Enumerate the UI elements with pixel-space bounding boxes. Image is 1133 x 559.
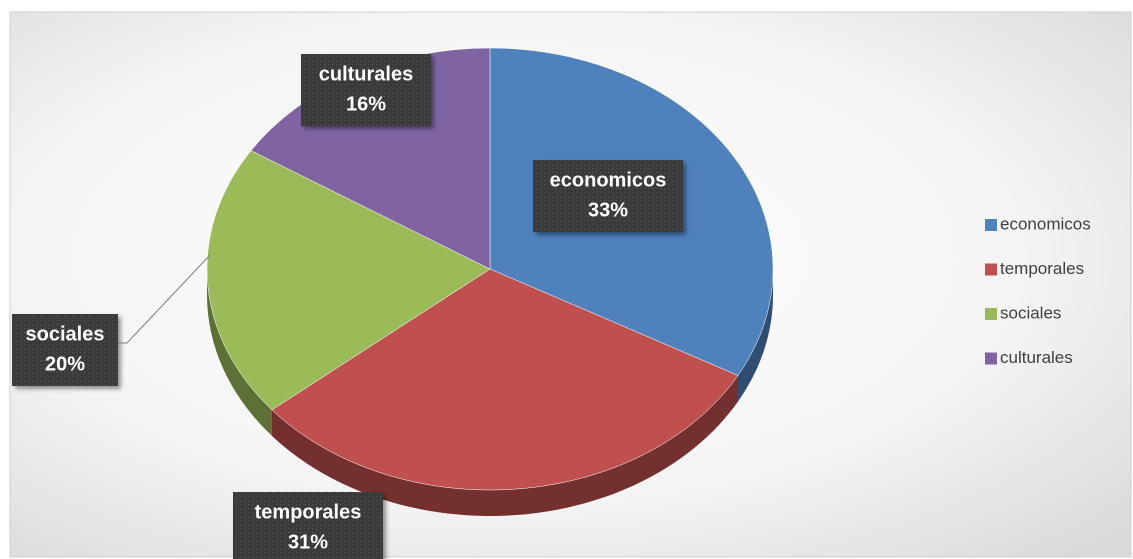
legend-swatch — [985, 219, 997, 231]
legend-swatch — [985, 352, 997, 365]
data-label-category: economicos — [550, 169, 667, 191]
data-label-value: 33% — [588, 199, 628, 221]
data-label-value: 16% — [346, 93, 386, 115]
legend-swatch — [985, 308, 997, 320]
slice-side — [737, 269, 774, 402]
data-label-box — [233, 492, 383, 559]
slice — [271, 268, 739, 491]
slice-side — [271, 375, 738, 516]
data-label-value: 31% — [288, 531, 328, 553]
data-label-box — [12, 314, 118, 386]
legend-label: culturales — [1000, 348, 1073, 367]
data-label-category: sociales — [26, 323, 105, 345]
legend-label: sociales — [1000, 303, 1061, 322]
data-label-category: culturales — [319, 63, 413, 85]
slice-side — [207, 269, 272, 436]
legend-swatch — [985, 263, 997, 276]
data-label-value: 20% — [45, 353, 85, 375]
legend-label: economicos — [1000, 214, 1091, 233]
leader-line — [118, 254, 211, 344]
slice — [206, 150, 491, 411]
data-label-category: temporales — [255, 501, 362, 523]
legend-label: temporales — [1000, 259, 1084, 278]
data-label-box — [533, 160, 683, 232]
data-label-box — [301, 54, 431, 126]
